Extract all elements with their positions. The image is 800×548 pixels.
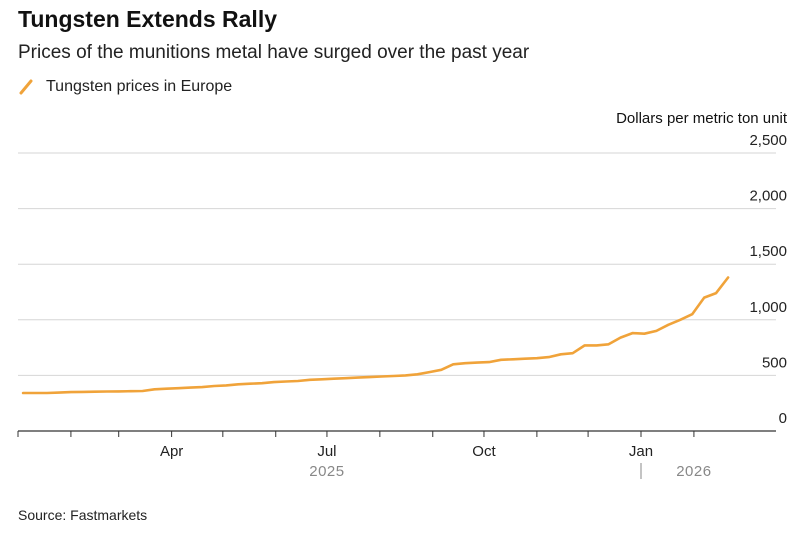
x-tick-label: Jan xyxy=(629,443,653,460)
y-tick-label: 500 xyxy=(762,354,787,371)
source-note: Source: Fastmarkets xyxy=(18,507,148,523)
y-tick-label: 1,500 xyxy=(749,243,787,260)
y-tick-label: 1,000 xyxy=(749,299,787,316)
x-tick-label: Oct xyxy=(472,443,496,460)
y-tick-label: 0 xyxy=(779,410,787,427)
x-tick-label: Apr xyxy=(160,443,183,460)
year-label: 2026 xyxy=(676,463,711,480)
legend-line-icon xyxy=(19,79,33,95)
y-tick-label: 2,000 xyxy=(749,188,787,205)
y-tick-label: 2,500 xyxy=(749,132,787,149)
year-label: 2025 xyxy=(309,463,344,480)
legend-label: Tungsten prices in Europe xyxy=(46,78,233,95)
y-axis-unit-label: Dollars per metric ton unit xyxy=(616,110,788,127)
page-title: Tungsten Extends Rally xyxy=(18,6,278,32)
x-tick-label: Jul xyxy=(317,443,336,460)
chart-subtitle: Prices of the munitions metal have surge… xyxy=(18,42,530,63)
chart-legend: Tungsten prices in Europe xyxy=(18,78,232,96)
series-line-tungsten xyxy=(21,276,730,395)
